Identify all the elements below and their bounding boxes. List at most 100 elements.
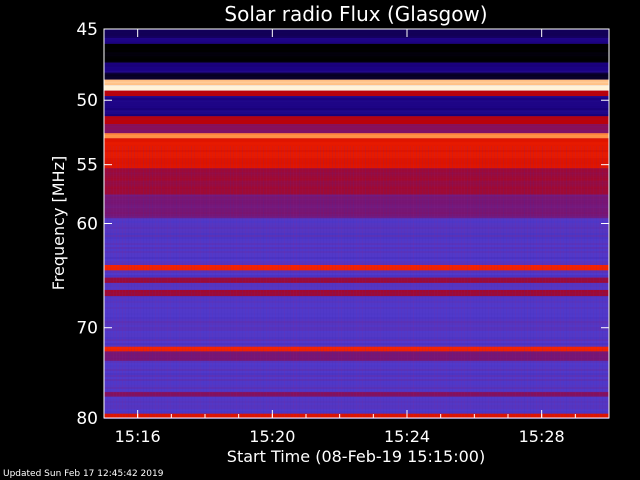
heatmap-column-noise [149,145,150,418]
heatmap-texture-row [104,409,609,411]
heatmap-band-noise [104,45,609,49]
heatmap-column-noise [440,145,441,418]
heatmap-band-noise [104,133,609,135]
heatmap-band-noise [104,144,609,146]
heatmap-texture-row [104,319,609,321]
heatmap-column-noise [587,145,588,418]
heatmap-band-noise [104,213,609,216]
heatmap-band-noise [104,198,609,201]
heatmap-texture-row [104,237,609,239]
heatmap-column-noise [326,145,327,418]
heatmap-texture-row [104,411,609,413]
heatmap-column-noise [509,145,510,418]
heatmap-texture-row [104,377,609,379]
heatmap-texture-row [104,299,609,301]
heatmap-column-noise [212,145,213,418]
heatmap-texture-row [104,401,609,403]
heatmap-texture-row [104,307,609,309]
heatmap-column-noise [155,145,156,418]
heatmap-texture-row [104,315,609,317]
heatmap-column-noise [152,145,153,418]
heatmap-texture-row [104,263,609,265]
heatmap-column-noise [218,145,219,418]
heatmap-band-noise [104,206,609,209]
heatmap-column-noise [143,145,144,418]
heatmap-texture-row [104,389,609,391]
heatmap-texture-row [104,245,609,247]
heatmap-column-noise [482,145,483,418]
heatmap-texture-row [104,221,609,223]
heatmap-column-noise [131,145,132,418]
heatmap-band-noise [104,192,609,195]
heatmap-band-noise [104,116,609,119]
heatmap-texture-row [104,375,609,377]
heatmap-band-noise [104,96,609,99]
heatmap-band-noise [104,106,609,109]
heatmap-column-noise [599,145,600,418]
heatmap-column-noise [407,145,408,418]
heatmap-layer [104,29,609,419]
heatmap-column-noise [122,145,123,418]
heatmap-band-noise [104,79,609,82]
heatmap-band-noise [104,94,609,97]
heatmap-column-noise [548,145,549,418]
heatmap-band-noise [104,118,609,121]
heatmap-band-noise [104,41,609,44]
y-tick-label: 50 [76,91,98,111]
x-tick-label: 15:24 [384,427,430,446]
heatmap-texture-row [104,385,609,387]
heatmap-column-noise [140,145,141,418]
y-tick-label: 60 [76,215,98,235]
heatmap-band-noise [104,172,609,175]
heatmap-band-noise [104,190,609,193]
heatmap-texture-row [104,313,609,315]
heatmap-column-noise [518,145,519,418]
heatmap-band-noise [104,29,609,32]
heatmap-band-noise [104,349,609,352]
heatmap-column-noise [374,145,375,418]
heatmap-column-noise [359,145,360,418]
heatmap-band-noise [104,39,609,42]
heatmap-band-noise [104,182,609,185]
heatmap-band-noise [104,178,609,181]
heatmap-band-noise [104,76,609,78]
heatmap-column-noise [515,145,516,418]
heatmap-band-noise [104,37,609,40]
heatmap-column-noise [434,145,435,418]
heatmap-band-noise [104,108,609,111]
heatmap-texture-row [104,333,609,335]
heatmap-column-noise [209,145,210,418]
heatmap-band-noise [104,184,609,187]
heatmap-texture-row [104,379,609,381]
heatmap-texture-row [104,339,609,341]
heatmap-band-noise [104,289,609,293]
heatmap-texture-row [104,305,609,307]
heatmap-column-noise [323,145,324,418]
heatmap-texture-row [104,383,609,385]
heatmap-column-noise [521,145,522,418]
heatmap-texture-row [104,247,609,249]
heatmap-column-noise [254,145,255,418]
heatmap-column-noise [134,145,135,418]
heatmap-column-noise [347,145,348,418]
heatmap-band-noise [104,110,609,113]
heatmap-texture-row [104,233,609,235]
heatmap-texture-row [104,271,609,273]
heatmap-column-noise [596,145,597,418]
heatmap-texture-row [104,363,609,365]
heatmap-band-noise [104,72,609,75]
heatmap-band-noise [104,204,609,207]
heatmap-texture-row [104,391,609,393]
heatmap-texture-row [104,321,609,323]
heatmap-band-noise [104,152,609,155]
heatmap-column-noise [566,145,567,418]
heatmap-column-noise [290,145,291,418]
heatmap-column-noise [602,145,603,418]
heatmap-column-noise [332,145,333,418]
heatmap-texture-row [104,387,609,389]
heatmap-column-noise [473,145,474,418]
heatmap-column-noise [119,145,120,418]
heatmap-texture-row [104,337,609,339]
heatmap-band-noise [104,358,609,361]
heatmap-band-noise [104,136,609,139]
